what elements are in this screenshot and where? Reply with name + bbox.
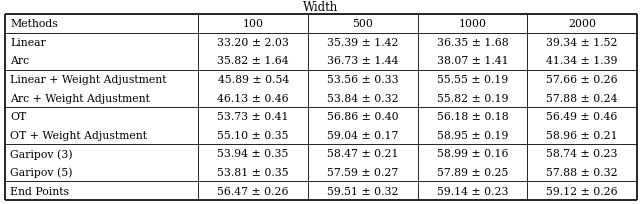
Text: End Points: End Points: [10, 186, 69, 196]
Text: Garipov (3): Garipov (3): [10, 149, 73, 159]
Text: 45.89 ± 0.54: 45.89 ± 0.54: [218, 75, 289, 85]
Text: 59.04 ± 0.17: 59.04 ± 0.17: [327, 130, 399, 140]
Text: 100: 100: [243, 19, 264, 29]
Text: 58.47 ± 0.21: 58.47 ± 0.21: [327, 149, 399, 159]
Text: 56.18 ± 0.18: 56.18 ± 0.18: [436, 112, 508, 122]
Text: 58.95 ± 0.19: 58.95 ± 0.19: [436, 130, 508, 140]
Text: Methods: Methods: [10, 19, 58, 29]
Text: 36.35 ± 1.68: 36.35 ± 1.68: [436, 38, 508, 48]
Text: Arc: Arc: [10, 56, 29, 66]
Text: 59.12 ± 0.26: 59.12 ± 0.26: [546, 186, 618, 196]
Text: 57.89 ± 0.25: 57.89 ± 0.25: [436, 167, 508, 177]
Text: 55.82 ± 0.19: 55.82 ± 0.19: [436, 93, 508, 103]
Text: 2000: 2000: [568, 19, 596, 29]
Text: 35.39 ± 1.42: 35.39 ± 1.42: [327, 38, 399, 48]
Text: 53.56 ± 0.33: 53.56 ± 0.33: [327, 75, 399, 85]
Text: 58.99 ± 0.16: 58.99 ± 0.16: [436, 149, 508, 159]
Text: 58.96 ± 0.21: 58.96 ± 0.21: [546, 130, 618, 140]
Text: 53.81 ± 0.35: 53.81 ± 0.35: [218, 167, 289, 177]
Text: Garipov (5): Garipov (5): [10, 167, 73, 177]
Text: OT: OT: [10, 112, 26, 122]
Text: 59.51 ± 0.32: 59.51 ± 0.32: [327, 186, 399, 196]
Text: 36.73 ± 1.44: 36.73 ± 1.44: [327, 56, 399, 66]
Text: Width: Width: [303, 1, 339, 14]
Text: 55.10 ± 0.35: 55.10 ± 0.35: [218, 130, 289, 140]
Text: 53.73 ± 0.41: 53.73 ± 0.41: [218, 112, 289, 122]
Text: 57.66 ± 0.26: 57.66 ± 0.26: [546, 75, 618, 85]
Text: 500: 500: [353, 19, 373, 29]
Text: 56.47 ± 0.26: 56.47 ± 0.26: [218, 186, 289, 196]
Text: OT + Weight Adjustment: OT + Weight Adjustment: [10, 130, 147, 140]
Text: 53.84 ± 0.32: 53.84 ± 0.32: [327, 93, 399, 103]
Text: 35.82 ± 1.64: 35.82 ± 1.64: [218, 56, 289, 66]
Text: 57.88 ± 0.24: 57.88 ± 0.24: [547, 93, 618, 103]
Text: 39.34 ± 1.52: 39.34 ± 1.52: [547, 38, 618, 48]
Text: Linear + Weight Adjustment: Linear + Weight Adjustment: [10, 75, 167, 85]
Text: 33.20 ± 2.03: 33.20 ± 2.03: [217, 38, 289, 48]
Text: 55.55 ± 0.19: 55.55 ± 0.19: [436, 75, 508, 85]
Text: 41.34 ± 1.39: 41.34 ± 1.39: [547, 56, 618, 66]
Text: 1000: 1000: [458, 19, 486, 29]
Text: 46.13 ± 0.46: 46.13 ± 0.46: [218, 93, 289, 103]
Text: 57.59 ± 0.27: 57.59 ± 0.27: [327, 167, 399, 177]
Text: 53.94 ± 0.35: 53.94 ± 0.35: [218, 149, 289, 159]
Text: 59.14 ± 0.23: 59.14 ± 0.23: [436, 186, 508, 196]
Text: 58.74 ± 0.23: 58.74 ± 0.23: [547, 149, 618, 159]
Text: 56.86 ± 0.40: 56.86 ± 0.40: [327, 112, 399, 122]
Text: Arc + Weight Adjustment: Arc + Weight Adjustment: [10, 93, 150, 103]
Text: 57.88 ± 0.32: 57.88 ± 0.32: [546, 167, 618, 177]
Text: Linear: Linear: [10, 38, 46, 48]
Text: 38.07 ± 1.41: 38.07 ± 1.41: [436, 56, 508, 66]
Text: 56.49 ± 0.46: 56.49 ± 0.46: [547, 112, 618, 122]
